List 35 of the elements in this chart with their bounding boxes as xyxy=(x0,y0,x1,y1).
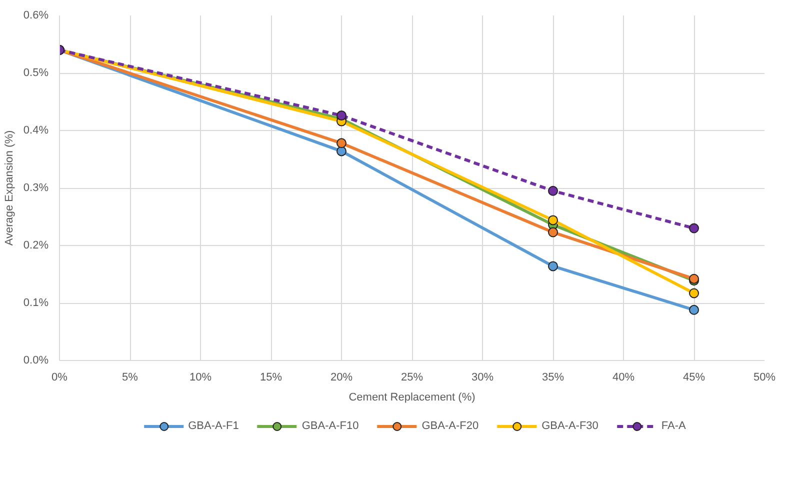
x-tick-label: 30% xyxy=(471,372,494,384)
point xyxy=(689,288,699,298)
x-tick-label: 50% xyxy=(753,372,776,384)
x-tick-label: 25% xyxy=(400,372,424,384)
point xyxy=(689,304,699,315)
x-axis-title: Cement Replacement (%) xyxy=(348,392,476,404)
x-tick-label: 20% xyxy=(330,372,353,384)
y-tick-label: 0.3% xyxy=(23,182,49,194)
legend-label: GBA-A-F20 xyxy=(422,420,479,432)
x-tick-label: 0% xyxy=(52,372,68,384)
point xyxy=(548,215,558,226)
y-tick-label: 0.1% xyxy=(23,297,49,309)
y-axis-title: Average Expansion (%) xyxy=(3,130,16,246)
y-tick-label: 0.0% xyxy=(23,354,49,366)
legend-label: FA-A xyxy=(661,420,686,432)
legend-label: GBA-A-F1 xyxy=(188,420,239,432)
point xyxy=(548,261,558,272)
x-tick-label: 15% xyxy=(260,372,282,384)
point xyxy=(548,186,558,196)
x-tick-label: 10% xyxy=(189,372,212,384)
x-tick-label: 35% xyxy=(542,372,564,384)
point xyxy=(336,110,346,121)
y-tick-label: 0.2% xyxy=(23,240,49,252)
x-tick-label: 45% xyxy=(682,372,706,384)
y-tick-label: 0.6% xyxy=(23,10,49,22)
y-tick-label: 0.5% xyxy=(23,67,49,79)
point xyxy=(336,138,346,148)
point xyxy=(689,223,699,234)
legend-label: GBA-A-F10 xyxy=(302,420,359,432)
x-tick-label: 40% xyxy=(612,372,635,384)
point xyxy=(336,146,346,156)
point xyxy=(548,227,558,238)
x-tick-label: 5% xyxy=(122,372,138,384)
y-tick-label: 0.4% xyxy=(23,124,49,136)
legend-label: GBA-A-F30 xyxy=(542,420,598,432)
